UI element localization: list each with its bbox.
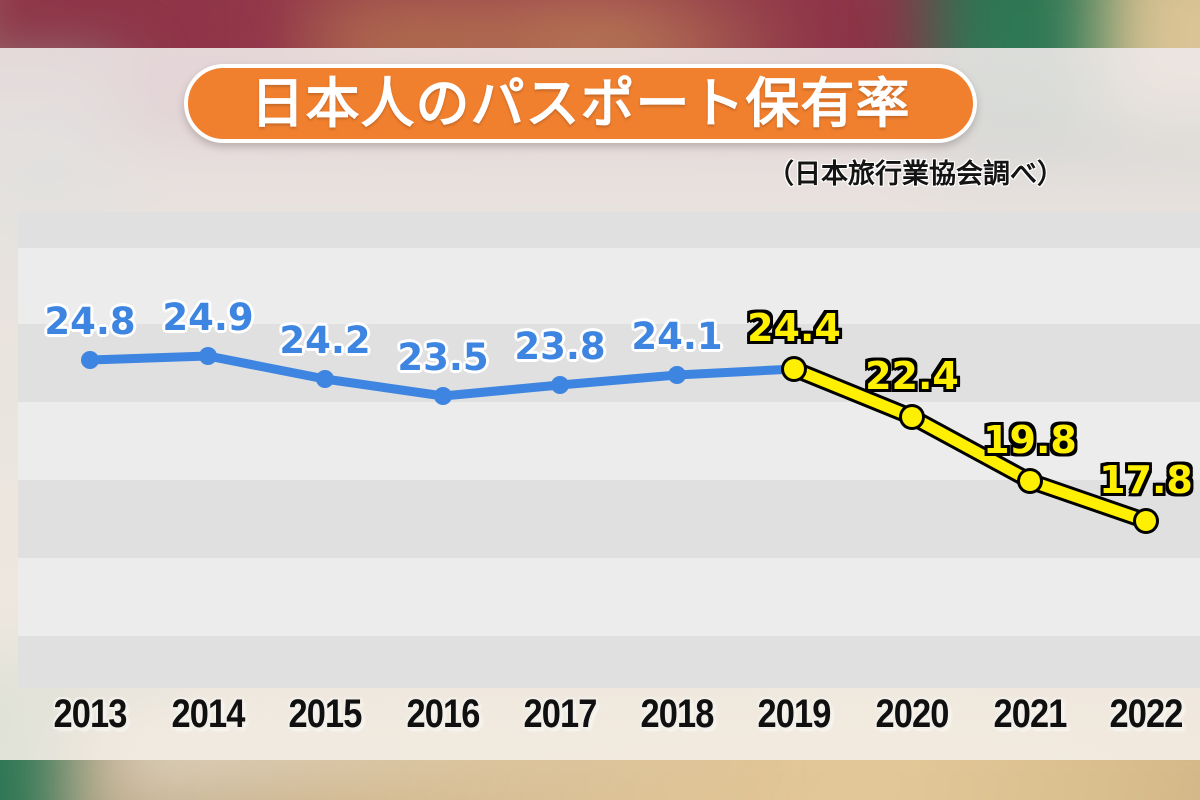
series-line	[788, 363, 1152, 527]
data-point-2017[interactable]	[551, 376, 569, 394]
grid-band	[18, 324, 1200, 402]
chart-x-axis: 2013 2014 2015 2016 2017 2018 2019 2020 2021 2022	[18, 694, 1200, 748]
data-point-2019[interactable]	[784, 359, 804, 379]
chart-plot	[81, 347, 1159, 534]
x-axis-label-2014: 2014	[171, 692, 245, 736]
title-pill: 日本人のパスポート保有率	[184, 64, 977, 143]
grid-band	[18, 558, 1200, 636]
data-point-2013[interactable]	[81, 351, 99, 369]
data-point-2015[interactable]	[316, 370, 334, 388]
x-axis-label-2017: 2017	[523, 692, 597, 736]
x-axis-label-2020: 2020	[875, 692, 949, 736]
x-axis-label-2013: 2013	[53, 692, 127, 736]
grid-band	[18, 636, 1200, 688]
x-axis-label-2018: 2018	[640, 692, 714, 736]
grid-band	[18, 248, 1200, 324]
chart-panel: 24.8 24.9 24.2 23.5 23.8 24.1 24.4 22.4 19.8 17.8	[18, 212, 1200, 688]
data-point-2016[interactable]	[434, 387, 452, 405]
grid-band	[18, 212, 1200, 248]
source-subtitle: （日本旅行業協会調べ）	[767, 159, 1064, 190]
x-axis-label-2019: 2019	[757, 692, 831, 736]
page-title: 日本人のパスポート保有率	[250, 71, 911, 135]
data-point-2014[interactable]	[199, 347, 217, 365]
x-axis-label-2021: 2021	[993, 692, 1067, 736]
data-point-2022[interactable]	[1136, 511, 1156, 531]
x-axis-label-2015: 2015	[288, 692, 362, 736]
grid-band	[18, 480, 1200, 558]
x-axis-label-2016: 2016	[406, 692, 480, 736]
x-axis-label-2022: 2022	[1109, 692, 1183, 736]
data-point-2018[interactable]	[668, 366, 686, 384]
data-point-2021[interactable]	[1020, 471, 1040, 491]
data-point-2020[interactable]	[902, 407, 922, 427]
